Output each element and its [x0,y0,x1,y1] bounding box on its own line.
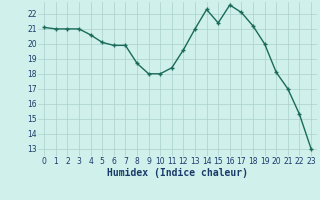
X-axis label: Humidex (Indice chaleur): Humidex (Indice chaleur) [107,168,248,178]
